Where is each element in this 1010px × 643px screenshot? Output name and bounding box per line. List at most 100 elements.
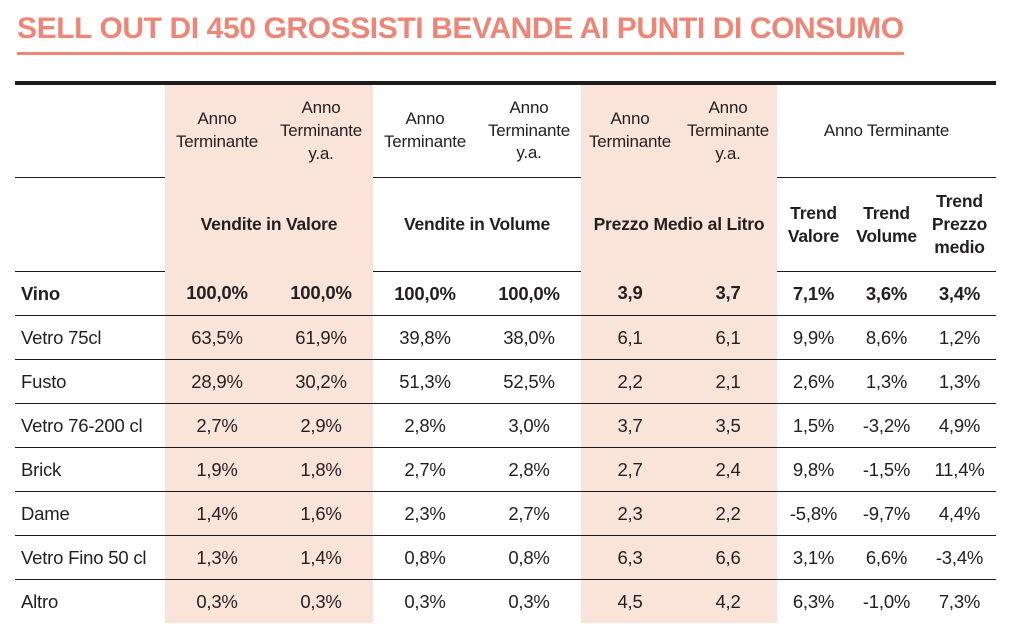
cell: 1,3% [923, 359, 997, 404]
cell: -1,5% [850, 447, 923, 492]
cell: 3,5 [679, 403, 777, 448]
table-row-vetro-75cl: Vetro 75cl 63,5% 61,9% 39,8% 38,0% 6,1 6… [15, 315, 997, 360]
cell: -5,8% [777, 491, 850, 536]
cell: 1,2% [923, 315, 997, 360]
cell: 9,9% [777, 315, 850, 360]
cell: 52,5% [477, 359, 581, 404]
cell: -3,2% [850, 403, 923, 448]
table-header: Anno Terminante Anno Terminante y.a. Ann… [15, 83, 997, 272]
col-header-trend-prezzo-medio: Trend Prezzo medio [923, 177, 997, 272]
cell: 2,2 [581, 359, 679, 404]
cell: 39,8% [373, 315, 477, 360]
row-label: Brick [15, 447, 165, 492]
cell: 3,1% [777, 535, 850, 580]
cell: 6,1 [581, 315, 679, 360]
cell: 30,2% [269, 359, 373, 404]
cell: 2,7% [373, 447, 477, 492]
cell: 2,8% [373, 403, 477, 448]
corner-cell [15, 83, 165, 178]
cell: 2,6% [777, 359, 850, 404]
table-row-vetro-fino-50: Vetro Fino 50 cl 1,3% 1,4% 0,8% 0,8% 6,3… [15, 535, 997, 580]
cell: 4,9% [923, 403, 997, 448]
cell: 63,5% [165, 315, 269, 360]
cell: 1,4% [165, 491, 269, 536]
cell: 4,5 [581, 579, 679, 623]
cell: 0,3% [404, 590, 446, 612]
cell: 6,6% [850, 535, 923, 580]
header-row-periods: Anno Terminante Anno Terminante y.a. Ann… [15, 83, 997, 178]
cell: 4,2 [679, 579, 777, 623]
cell: 2,7% [477, 491, 581, 536]
row-label: Altro [21, 590, 59, 612]
cell: 0,3% [269, 579, 373, 623]
cell: 2,2 [679, 491, 777, 536]
cell: 1,3% [165, 535, 269, 580]
col-header-volume-anno-terminante-ya: Anno Terminante y.a. [477, 83, 581, 178]
row-label: Vetro Fino 50 cl [15, 535, 165, 580]
cell: 3,9 [581, 271, 679, 316]
col-header-valore-anno-terminante-ya: Anno Terminante y.a. [269, 83, 373, 178]
cell: 100,0% [477, 271, 581, 316]
cell: 7,3% [938, 590, 981, 612]
title-wrap: SELL OUT DI 450 GROSSISTI BEVANDE AI PUN… [17, 12, 1010, 55]
col-header-valore-anno-terminante: Anno Terminante [165, 83, 269, 178]
cell: 0,8% [477, 535, 581, 580]
col-group-prezzo-medio-al-litro: Prezzo Medio al Litro [581, 177, 777, 272]
cell: 2,7 [581, 447, 679, 492]
cell: 3,4% [923, 271, 997, 316]
cell: 7,1% [777, 271, 850, 316]
col-header-prezzo-anno-terminante-ya: Anno Terminante y.a. [679, 83, 777, 178]
cell: 100,0% [165, 271, 269, 316]
table-row-vetro-76-200: Vetro 76-200 cl 2,7% 2,9% 2,8% 3,0% 3,7 … [15, 403, 997, 448]
col-group-vendite-in-valore: Vendite in Valore [165, 177, 373, 272]
cell: 2,3% [373, 491, 477, 536]
table-body: Vino 100,0% 100,0% 100,0% 100,0% 3,9 3,7… [15, 271, 997, 623]
cell: 0,3% [165, 579, 269, 623]
cell: 38,0% [477, 315, 581, 360]
cell: 2,1 [679, 359, 777, 404]
cell: -9,7% [850, 491, 923, 536]
cell: 0,8% [373, 535, 477, 580]
table-row-vino: Vino 100,0% 100,0% 100,0% 100,0% 3,9 3,7… [15, 271, 997, 316]
cell: 51,3% [373, 359, 477, 404]
cell: 2,9% [269, 403, 373, 448]
cell: 3,7 [581, 403, 679, 448]
cell: 9,8% [777, 447, 850, 492]
cell: -1,0% [862, 590, 911, 612]
cell: 8,6% [850, 315, 923, 360]
table-row-altro: Altro 0,3% 0,3% 0,3% 0,3% 4,5 4,2 6,3% -… [15, 579, 996, 623]
col-header-prezzo-anno-terminante: Anno Terminante [581, 83, 679, 178]
cell: 28,9% [165, 359, 269, 404]
cell: 2,3 [581, 491, 679, 536]
col-header-trend-volume: Trend Volume [850, 177, 923, 272]
cell: 11,4% [923, 447, 997, 492]
cell: 6,3 [581, 535, 679, 580]
cell: 100,0% [373, 271, 477, 316]
cell: 6,1 [679, 315, 777, 360]
table-row-brick: Brick 1,9% 1,8% 2,7% 2,8% 2,7 2,4 9,8% -… [15, 447, 997, 492]
sellout-table: Anno Terminante Anno Terminante y.a. Ann… [15, 81, 997, 623]
cell: 1,4% [269, 535, 373, 580]
cell: 61,9% [269, 315, 373, 360]
cell: 3,6% [850, 271, 923, 316]
cell: 2,4 [679, 447, 777, 492]
cell: 3,0% [477, 403, 581, 448]
cell: 4,4% [923, 491, 997, 536]
row-label: Vetro 76-200 cl [15, 403, 165, 448]
cell: 6,6 [679, 535, 777, 580]
row-label: Dame [15, 491, 165, 536]
cell: 1,3% [850, 359, 923, 404]
col-header-trend-valore: Trend Valore [777, 177, 850, 272]
page: SELL OUT DI 450 GROSSISTI BEVANDE AI PUN… [0, 12, 1010, 643]
col-group-vendite-in-volume: Vendite in Volume [373, 177, 581, 272]
col-group-trend-anno-terminante: Anno Terminante [777, 83, 997, 178]
cell: 2,8% [477, 447, 581, 492]
row-label: Fusto [15, 359, 165, 404]
row-label: Vetro 75cl [15, 315, 165, 360]
table-row-dame: Dame 1,4% 1,6% 2,3% 2,7% 2,3 2,2 -5,8% -… [15, 491, 997, 536]
cell: 1,8% [269, 447, 373, 492]
corner-cell-2 [15, 177, 165, 272]
header-row-measures: Vendite in Valore Vendite in Volume Prez… [15, 177, 997, 272]
cell: 1,6% [269, 491, 373, 536]
table-row-fusto: Fusto 28,9% 30,2% 51,3% 52,5% 2,2 2,1 2,… [15, 359, 997, 404]
